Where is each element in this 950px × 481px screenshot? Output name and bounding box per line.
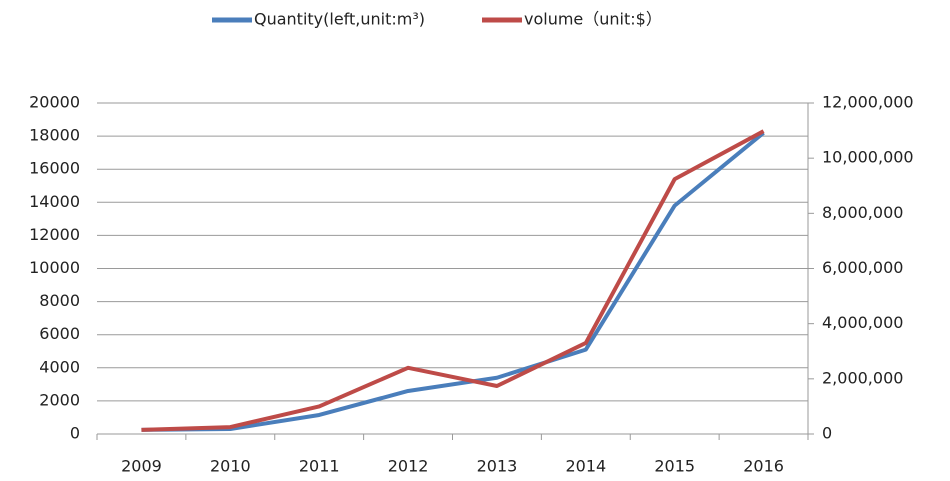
- y-tick-label: 2000: [39, 390, 80, 409]
- y-tick-label: 0: [70, 424, 80, 443]
- legend-label: volume（unit:$）: [524, 10, 662, 29]
- y-tick-label: 16000: [29, 159, 80, 178]
- y-tick-label: 8000: [39, 291, 80, 310]
- legend-label: Quantity(left,unit:m³): [254, 10, 425, 29]
- y-tick-label: 20000: [29, 93, 80, 112]
- y2-tick-label: 6,000,000: [822, 258, 903, 277]
- x-tick-label: 2015: [654, 457, 695, 476]
- x-tick-label: 2016: [743, 457, 784, 476]
- y2-tick-label: 0: [822, 424, 832, 443]
- y2-tick-label: 8,000,000: [822, 203, 903, 222]
- y-tick-label: 18000: [29, 126, 80, 145]
- x-tick-label: 2012: [388, 457, 429, 476]
- y2-tick-label: 4,000,000: [822, 313, 903, 332]
- y-tick-label: 14000: [29, 192, 80, 211]
- x-tick-label: 2011: [299, 457, 340, 476]
- y-tick-label: 6000: [39, 324, 80, 343]
- series-line: [141, 131, 765, 432]
- y-tick-label: 10000: [29, 258, 80, 277]
- x-tick-label: 2009: [121, 457, 162, 476]
- series-line: [141, 129, 765, 432]
- x-tick-label: 2014: [565, 457, 606, 476]
- x-tick-label: 2013: [477, 457, 518, 476]
- y2-tick-label: 10,000,000: [822, 148, 914, 167]
- y2-tick-label: 2,000,000: [822, 368, 903, 387]
- y2-tick-label: 12,000,000: [822, 93, 914, 112]
- y-tick-label: 12000: [29, 225, 80, 244]
- x-tick-label: 2010: [210, 457, 251, 476]
- y-tick-label: 4000: [39, 357, 80, 376]
